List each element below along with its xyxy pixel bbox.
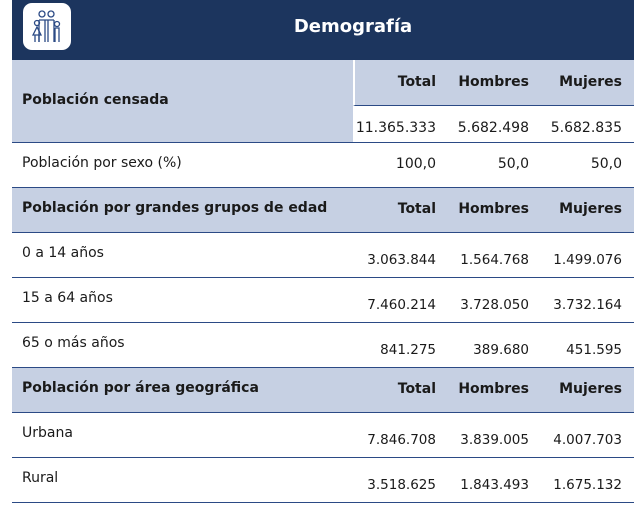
row-label: Rural	[22, 470, 59, 486]
col-total: Total	[397, 74, 436, 90]
col-total: Total	[397, 381, 436, 397]
table-row: Rural 3.518.625 1.843.493 1.675.132	[12, 458, 634, 503]
row-label: Población censada	[22, 92, 169, 108]
table-row: 65 o más años 841.275 389.680 451.595	[12, 323, 634, 368]
col-mujeres: Mujeres	[559, 74, 622, 90]
value-total: 841.275	[380, 342, 436, 358]
value-mujeres: 3.732.164	[553, 297, 622, 313]
value-mujeres: 451.595	[566, 342, 622, 358]
section-label: Población por grandes grupos de edad	[22, 200, 328, 216]
value-mujeres: 50,0	[590, 156, 622, 172]
row-label: 15 a 64 años	[22, 290, 113, 306]
area-section-header: Población por área geográfica Total Hombr…	[12, 368, 634, 413]
demography-table: Demografía Población censada Total Hombre…	[12, 0, 634, 503]
value-hombres: 3.839.005	[460, 432, 529, 448]
col-hombres: Hombres	[458, 74, 529, 90]
table-row: Urbana 7.846.708 3.839.005 4.007.703	[12, 413, 634, 458]
col-mujeres: Mujeres	[559, 201, 622, 217]
table-row: 15 a 64 años 7.460.214 3.728.050 3.732.164	[12, 278, 634, 323]
value-mujeres: 4.007.703	[553, 432, 622, 448]
value-total: 11.365.333	[355, 120, 436, 136]
sexo-row: Población por sexo (%) 100,0 50,0 50,0	[12, 143, 634, 188]
row-label: Urbana	[22, 425, 73, 441]
edad-section-header: Población por grandes grupos de edad Tot…	[12, 188, 634, 233]
table-header: Demografía	[12, 0, 634, 60]
family-icon	[23, 3, 71, 50]
value-hombres: 3.728.050	[460, 297, 529, 313]
value-total: 100,0	[395, 156, 436, 172]
value-mujeres: 1.675.132	[553, 477, 622, 493]
table-row: 0 a 14 años 3.063.844 1.564.768 1.499.076	[12, 233, 634, 278]
value-hombres: 50,0	[497, 156, 529, 172]
value-total: 3.518.625	[367, 477, 436, 493]
value-hombres: 389.680	[473, 342, 529, 358]
col-hombres: Hombres	[458, 201, 529, 217]
row-label: 65 o más años	[22, 335, 125, 351]
value-hombres: 5.682.498	[457, 120, 529, 136]
censada-row: Población censada Total Hombres Mujeres 11…	[12, 60, 634, 143]
value-hombres: 1.843.493	[460, 477, 529, 493]
col-mujeres: Mujeres	[559, 381, 622, 397]
section-label: Población por área geográfica	[22, 380, 259, 396]
row-label: Población por sexo (%)	[22, 155, 182, 171]
page-title: Demografía	[293, 16, 413, 37]
col-hombres: Hombres	[458, 381, 529, 397]
value-total: 7.460.214	[367, 297, 436, 313]
value-mujeres: 1.499.076	[553, 252, 622, 268]
row-label: 0 a 14 años	[22, 245, 104, 261]
col-total: Total	[397, 201, 436, 217]
value-total: 3.063.844	[367, 252, 436, 268]
value-hombres: 1.564.768	[460, 252, 529, 268]
value-total: 7.846.708	[367, 432, 436, 448]
value-mujeres: 5.682.835	[550, 120, 622, 136]
